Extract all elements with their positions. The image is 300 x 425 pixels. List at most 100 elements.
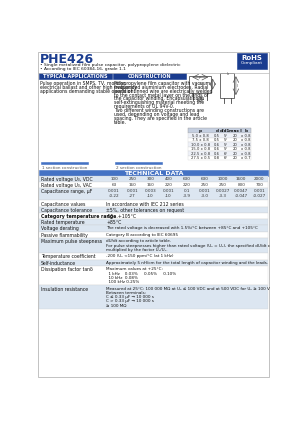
Bar bbox=[39, 232, 268, 238]
Text: Rated voltage U₀, VAC: Rated voltage U₀, VAC bbox=[40, 183, 91, 188]
Text: Measured at 25°C: 100 000 MΩ at U₀ ≤ 100 VDC and at 500 VDC for U₀ ≥ 100 VDC: Measured at 25°C: 100 000 MΩ at U₀ ≤ 100… bbox=[106, 286, 276, 291]
Text: Dissipation factor tanδ: Dissipation factor tanδ bbox=[40, 267, 92, 272]
Text: 0.0047
-0.047: 0.0047 -0.047 bbox=[234, 189, 248, 198]
Text: 0.001
-27: 0.001 -27 bbox=[126, 189, 138, 198]
Text: used, depending on voltage and lead: used, depending on voltage and lead bbox=[114, 112, 200, 117]
Text: 7.5 x 0.8: 7.5 x 0.8 bbox=[192, 139, 208, 142]
Text: x 0.8: x 0.8 bbox=[241, 152, 251, 156]
Text: 2000: 2000 bbox=[254, 177, 265, 181]
Text: 250: 250 bbox=[219, 183, 227, 187]
Bar bbox=[41, 162, 88, 164]
Text: Maximum pulse steepness: Maximum pulse steepness bbox=[40, 239, 102, 244]
Text: 0.6: 0.6 bbox=[214, 147, 220, 151]
Text: Self-inductance: Self-inductance bbox=[40, 261, 76, 266]
Text: 20: 20 bbox=[233, 134, 238, 138]
Text: 5°: 5° bbox=[223, 134, 228, 138]
Text: x 0.8: x 0.8 bbox=[241, 134, 251, 138]
Bar bbox=[39, 260, 268, 266]
Text: 5.0 x 0.8: 5.0 x 0.8 bbox=[192, 134, 208, 138]
Text: d: d bbox=[215, 129, 218, 133]
Text: electrical ballast and other high frequency: electrical ballast and other high freque… bbox=[40, 85, 137, 90]
Text: 5°: 5° bbox=[223, 147, 228, 151]
Bar bbox=[39, 207, 268, 212]
Text: 0.5: 0.5 bbox=[214, 134, 220, 138]
Text: Capacitance range, μF: Capacitance range, μF bbox=[40, 189, 92, 194]
Text: leads of tinned wire are electrically welded: leads of tinned wire are electrically we… bbox=[114, 89, 213, 94]
Text: the capacitor winding. Encapsulation in: the capacitor winding. Encapsulation in bbox=[114, 96, 204, 102]
Text: dU/dt according to article table.: dU/dt according to article table. bbox=[106, 239, 172, 243]
Bar bbox=[39, 176, 268, 182]
Text: 20: 20 bbox=[233, 143, 238, 147]
Text: C ≤ 0.33 μF → 10 000 s: C ≤ 0.33 μF → 10 000 s bbox=[106, 295, 154, 299]
Bar bbox=[39, 266, 268, 286]
Bar bbox=[39, 74, 112, 79]
Bar bbox=[113, 74, 186, 79]
Bar bbox=[188, 142, 251, 147]
Text: 22.5 x 0.8: 22.5 x 0.8 bbox=[191, 152, 210, 156]
Text: 63: 63 bbox=[111, 183, 117, 187]
Bar bbox=[39, 238, 268, 253]
Bar bbox=[220, 74, 234, 98]
Text: 1 kHz    0.03%     0.05%     0.10%: 1 kHz 0.03% 0.05% 0.10% bbox=[106, 272, 177, 275]
Text: l: l bbox=[237, 84, 238, 88]
Text: Voltage derating: Voltage derating bbox=[40, 226, 78, 231]
Text: 0.001
-0.027: 0.001 -0.027 bbox=[253, 189, 266, 198]
Text: Maximum values at +25°C:: Maximum values at +25°C: bbox=[106, 267, 164, 272]
Bar bbox=[39, 188, 268, 200]
Text: 0.5: 0.5 bbox=[214, 139, 220, 142]
Bar bbox=[115, 162, 161, 164]
Text: +85°C: +85°C bbox=[106, 220, 122, 225]
Text: p: p bbox=[199, 129, 202, 133]
Text: 10 kHz  0.08%: 10 kHz 0.08% bbox=[106, 276, 138, 280]
Text: Ød: Ød bbox=[199, 82, 204, 86]
Text: C > 0.33 μF → 10 000 s: C > 0.33 μF → 10 000 s bbox=[106, 299, 154, 303]
Text: 800: 800 bbox=[237, 183, 245, 187]
Text: 160: 160 bbox=[128, 183, 136, 187]
Text: 0.6: 0.6 bbox=[214, 152, 220, 156]
Text: l: l bbox=[213, 82, 214, 86]
Text: 20: 20 bbox=[233, 147, 238, 151]
Text: p: p bbox=[199, 96, 201, 99]
Text: 0.001
-3.0: 0.001 -3.0 bbox=[199, 189, 211, 198]
Text: RoHS: RoHS bbox=[242, 55, 262, 61]
Text: 630: 630 bbox=[183, 177, 190, 181]
Text: applications demanding stable operation.: applications demanding stable operation. bbox=[40, 89, 135, 94]
Text: In accordance with IEC 212 series: In accordance with IEC 212 series bbox=[106, 201, 184, 207]
Bar bbox=[238, 53, 267, 69]
Text: 250: 250 bbox=[128, 177, 136, 181]
Text: 0.0027
-3.3: 0.0027 -3.3 bbox=[216, 189, 230, 198]
Text: evaporated aluminium electrodes. Radial: evaporated aluminium electrodes. Radial bbox=[114, 85, 208, 90]
Text: max l: max l bbox=[229, 129, 242, 133]
Text: • According to IEC 60384-16, grade 1.1: • According to IEC 60384-16, grade 1.1 bbox=[40, 67, 126, 71]
Text: 5°: 5° bbox=[223, 139, 228, 142]
Bar bbox=[189, 76, 211, 93]
Text: Temperature coefficient: Temperature coefficient bbox=[40, 254, 95, 259]
Text: CONSTRUCTION: CONSTRUCTION bbox=[128, 74, 172, 79]
Text: x 0.8: x 0.8 bbox=[241, 147, 251, 151]
Bar bbox=[188, 138, 251, 142]
Text: Two different winding constructions are: Two different winding constructions are bbox=[114, 108, 204, 113]
Text: Passive flammability: Passive flammability bbox=[40, 233, 88, 238]
Text: 1 section construction: 1 section construction bbox=[42, 166, 87, 170]
Text: Compliant: Compliant bbox=[241, 61, 263, 65]
Text: self-extinguishing material meeting the: self-extinguishing material meeting the bbox=[114, 100, 204, 105]
Bar bbox=[39, 225, 268, 232]
Text: Insulation resistance: Insulation resistance bbox=[40, 286, 88, 292]
Text: Pulse operation in SMPS, TV, monitor,: Pulse operation in SMPS, TV, monitor, bbox=[40, 81, 126, 86]
Text: 6°: 6° bbox=[223, 152, 228, 156]
Text: 1600: 1600 bbox=[236, 177, 246, 181]
Text: 20: 20 bbox=[233, 152, 238, 156]
Text: 100 kHz 0.25%: 100 kHz 0.25% bbox=[106, 280, 140, 284]
Text: TYPICAL APPLICATIONS: TYPICAL APPLICATIONS bbox=[43, 74, 108, 79]
Text: Polypropylene film capacitor with vacuum: Polypropylene film capacitor with vacuum bbox=[114, 81, 210, 86]
Text: The rated voltage is decreased with 1.5%/°C between +85°C and +105°C: The rated voltage is decreased with 1.5%… bbox=[106, 226, 258, 230]
Text: ≥ 100 MΩ: ≥ 100 MΩ bbox=[106, 303, 127, 308]
Text: x 0.8: x 0.8 bbox=[241, 139, 251, 142]
Text: Approximately 5 nH/cm for the total length of capacitor winding and the leads.: Approximately 5 nH/cm for the total leng… bbox=[106, 261, 268, 265]
Text: 20: 20 bbox=[233, 156, 238, 160]
Text: to the contact metal layer on the ends of: to the contact metal layer on the ends o… bbox=[114, 93, 209, 98]
Text: 100: 100 bbox=[110, 177, 118, 181]
Text: 27.5 x 0.5: 27.5 x 0.5 bbox=[191, 156, 210, 160]
Text: 300: 300 bbox=[146, 177, 154, 181]
Text: d/d1: d/d1 bbox=[220, 129, 231, 133]
